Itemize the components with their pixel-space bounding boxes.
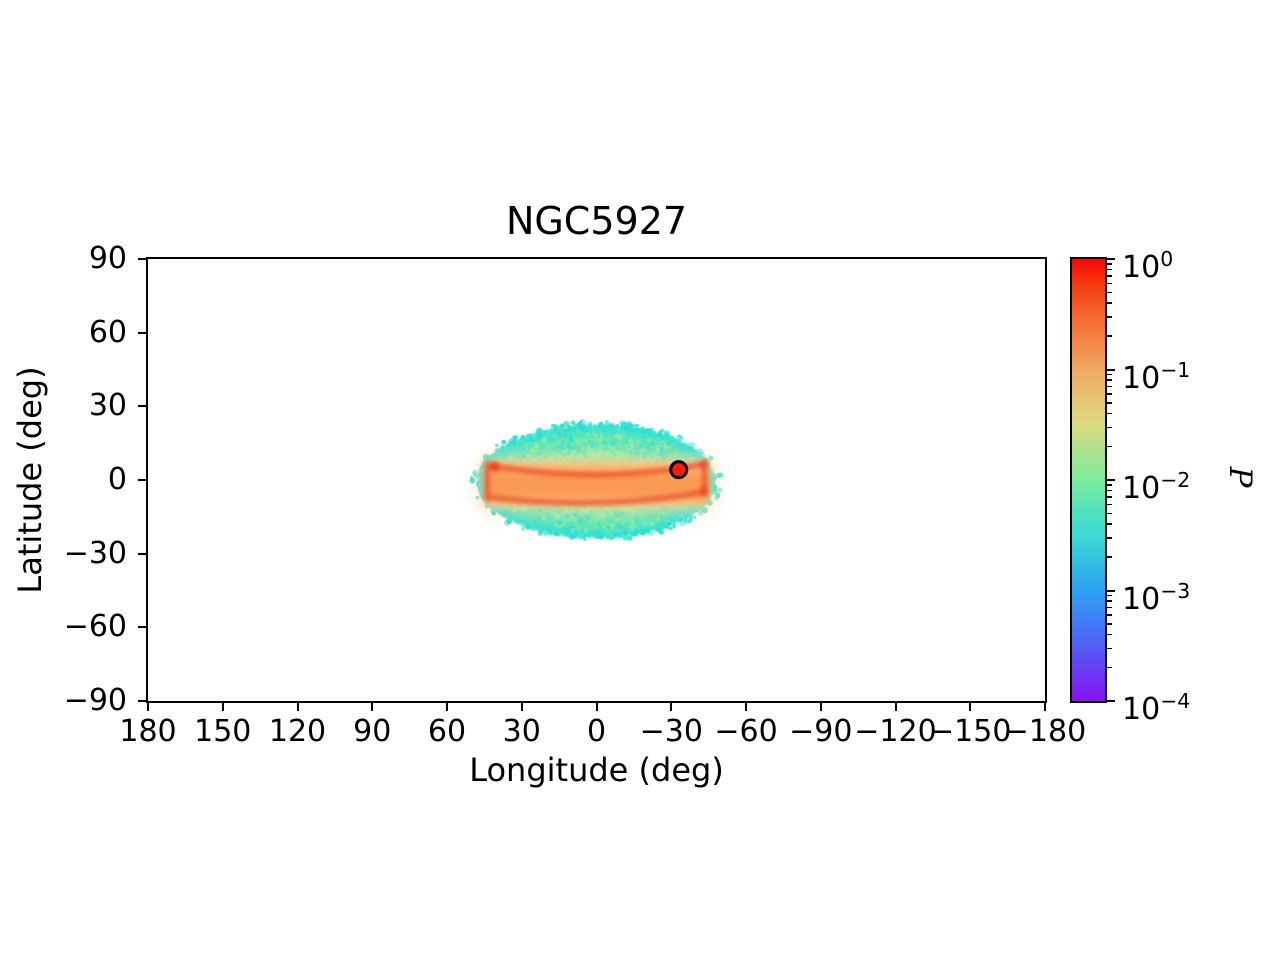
colorbar-minor-tick	[1107, 402, 1112, 404]
x-tick-label: 90	[353, 714, 392, 749]
x-tick-label: 120	[268, 714, 327, 749]
x-tick-label: 30	[502, 714, 541, 749]
colorbar-tick-label: 10−3	[1122, 578, 1191, 617]
y-tick-label: 30	[88, 388, 127, 424]
colorbar-minor-tick	[1107, 523, 1112, 525]
colorbar-major-tick	[1107, 258, 1115, 260]
x-tick	[520, 703, 523, 711]
x-tick	[1044, 703, 1046, 711]
y-tick	[138, 552, 146, 555]
y-tick	[138, 331, 146, 334]
colorbar-minor-tick	[1107, 282, 1112, 285]
density-map	[469, 419, 724, 542]
colorbar-minor-tick	[1107, 263, 1112, 265]
colorbar-minor-tick	[1107, 512, 1112, 514]
colorbar	[1070, 257, 1107, 703]
x-tick-label: 180	[119, 714, 177, 749]
colorbar-minor-tick	[1107, 606, 1112, 609]
x-tick-label: 0	[586, 714, 607, 749]
colorbar-tick-label: 10−2	[1122, 468, 1191, 506]
colorbar-minor-tick	[1107, 623, 1112, 625]
x-tick-label: −120	[854, 714, 937, 749]
colorbar-minor-tick	[1107, 291, 1112, 293]
y-tick	[138, 626, 146, 629]
x-axis-label: Longitude (deg)	[469, 751, 724, 789]
colorbar-major-tick	[1107, 589, 1115, 592]
colorbar-minor-tick	[1107, 316, 1112, 318]
colorbar-minor-tick	[1107, 412, 1112, 415]
colorbar-minor-tick	[1107, 268, 1112, 271]
x-tick	[446, 703, 448, 711]
colorbar-minor-tick	[1107, 503, 1112, 506]
colorbar-minor-tick	[1107, 489, 1112, 492]
y-tick-label: −60	[63, 609, 127, 645]
colorbar-minor-tick	[1107, 666, 1112, 669]
colorbar-minor-tick	[1107, 594, 1112, 597]
x-tick	[670, 703, 673, 711]
x-tick-label: −30	[639, 714, 703, 749]
colorbar-minor-tick	[1107, 302, 1112, 304]
colorbar-tick-label: 10−1	[1122, 357, 1191, 396]
y-axis-label: Latitude (deg)	[11, 366, 49, 594]
y-tick-label: 0	[107, 462, 127, 497]
colorbar-minor-tick	[1107, 379, 1112, 381]
x-tick-label: −60	[714, 714, 778, 749]
x-tick-label: −90	[789, 714, 853, 749]
plot-title: NGC5927	[505, 199, 688, 243]
x-tick-label: −180	[1003, 714, 1087, 749]
colorbar-minor-tick	[1107, 445, 1112, 448]
y-tick	[138, 700, 146, 702]
colorbar-major-tick	[1107, 700, 1115, 702]
colorbar-minor-tick	[1107, 385, 1112, 388]
x-tick-label: −150	[929, 714, 1012, 749]
colorbar-minor-tick	[1107, 556, 1112, 558]
colorbar-major-tick	[1107, 368, 1115, 371]
x-tick	[595, 703, 598, 711]
x-tick	[894, 703, 897, 711]
y-tick	[138, 405, 146, 408]
colorbar-minor-tick	[1107, 647, 1112, 650]
x-tick	[147, 703, 149, 711]
colorbar-tick-label: 10−4	[1122, 689, 1191, 727]
y-tick-label: −30	[63, 535, 127, 571]
y-tick	[138, 258, 146, 260]
colorbar-minor-tick	[1107, 373, 1112, 376]
y-tick-label: 90	[88, 241, 127, 276]
cluster-marker	[669, 460, 689, 480]
x-tick	[969, 703, 972, 711]
x-tick	[745, 703, 747, 711]
colorbar-minor-tick	[1107, 275, 1112, 277]
colorbar-minor-tick	[1107, 496, 1112, 498]
y-tick	[138, 479, 146, 481]
colorbar-minor-tick	[1107, 537, 1112, 539]
colorbar-minor-tick	[1107, 484, 1112, 486]
x-tick-label: 150	[194, 714, 252, 749]
x-tick	[371, 703, 374, 711]
x-tick-label: 60	[427, 714, 467, 749]
y-tick-label: −90	[63, 683, 127, 718]
y-tick-label: 60	[88, 314, 127, 350]
plot-area	[146, 257, 1047, 703]
x-tick	[221, 703, 224, 711]
colorbar-tick-label: 100	[1122, 247, 1174, 285]
colorbar-label: P	[1222, 466, 1258, 488]
colorbar-minor-tick	[1107, 393, 1112, 395]
colorbar-minor-tick	[1107, 426, 1112, 429]
x-tick	[819, 703, 822, 711]
colorbar-minor-tick	[1107, 614, 1112, 616]
colorbar-minor-tick	[1107, 633, 1112, 636]
colorbar-minor-tick	[1107, 335, 1112, 337]
colorbar-minor-tick	[1107, 600, 1112, 602]
x-tick	[296, 703, 299, 711]
colorbar-major-tick	[1107, 479, 1115, 481]
